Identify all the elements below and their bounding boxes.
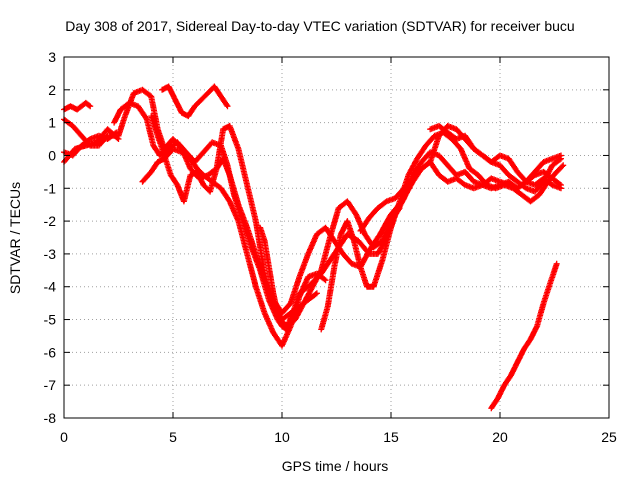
y-tick-label: 0: [48, 147, 56, 163]
x-tick-label: 10: [274, 429, 290, 445]
y-tick-label: 3: [48, 49, 56, 65]
y-axis-label: SDTVAR / TECUs: [7, 182, 23, 294]
y-tick-label: 2: [48, 82, 56, 98]
series-markers: [427, 122, 564, 185]
x-tick-label: 25: [601, 429, 617, 445]
series-markers: [139, 145, 329, 349]
x-tick-label: 0: [60, 429, 68, 445]
y-tick-label: -6: [44, 344, 57, 360]
y-tick-label: -1: [44, 180, 57, 196]
series-markers: [159, 83, 231, 120]
data-series: [488, 260, 560, 412]
chart-title: Day 308 of 2017, Sidereal Day-to-day VTE…: [65, 18, 574, 34]
plot-area: [61, 83, 567, 412]
x-tick-label: 15: [383, 429, 399, 445]
series-markers: [488, 260, 560, 412]
data-series: [427, 122, 564, 185]
y-tick-label: -7: [44, 377, 57, 393]
y-tick-label: -4: [44, 279, 57, 295]
x-tick-label: 20: [492, 429, 508, 445]
y-tick-label: 1: [48, 115, 56, 131]
axis-ticks: 0 5 10 15 20 25 -8 -7 -6 -5 -4 -3 -2 -1 0 1 2 3: [44, 49, 617, 445]
y-tick-label: -2: [44, 213, 57, 229]
x-axis-label: GPS time / hours: [282, 458, 389, 474]
data-series: [159, 83, 231, 120]
series-markers: [257, 198, 403, 330]
data-series: [257, 198, 403, 330]
plot-frame: [63, 56, 610, 419]
x-tick-label: 5: [169, 429, 177, 445]
data-series: [139, 145, 329, 349]
y-tick-label: -5: [44, 312, 57, 328]
y-tick-label: -3: [44, 246, 57, 262]
y-tick-label: -8: [44, 410, 57, 426]
